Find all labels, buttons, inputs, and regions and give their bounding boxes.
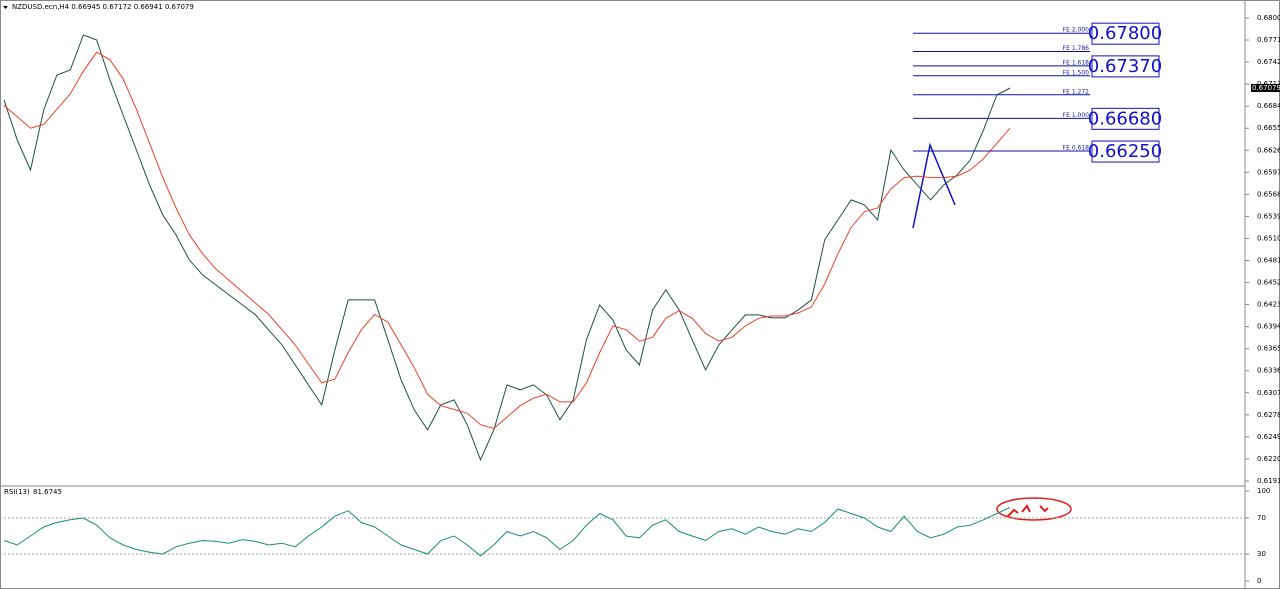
fibo-label: FE 1.618 <box>1063 59 1090 66</box>
fibo-price-box <box>1091 140 1160 163</box>
highlight-ellipse <box>996 497 1072 521</box>
fibo-price-text: 0.67370 <box>1088 56 1162 77</box>
fibo-price-text: 0.67800 <box>1088 23 1162 44</box>
series-line <box>3 34 1011 462</box>
last-price-label: 0.67079 <box>1252 84 1280 92</box>
indicator-name: RSI(13) <box>4 488 30 496</box>
fibo-label: FE 1.272 <box>1063 88 1090 95</box>
series-line <box>3 51 1011 430</box>
fibo-price-box <box>1091 55 1160 78</box>
y-tick-label: 100 <box>1257 487 1270 495</box>
fibo-label: FE 1.500 <box>1063 69 1090 76</box>
y-tick-label: 0.61910 <box>1257 477 1280 485</box>
indicator-value: 81.6745 <box>33 488 62 496</box>
fibo-price-box <box>1091 107 1160 130</box>
fibo-price-text: 0.66250 <box>1088 141 1162 162</box>
fibo-label: FE 0.618 <box>1063 145 1090 152</box>
fibo-price-box <box>1091 22 1160 45</box>
chart-title: NZDUSD.ecn,H4 0.66945 0.67172 0.66941 0.… <box>12 3 194 11</box>
menu-arrow <box>3 6 8 9</box>
fibo-label: FE 2.000 <box>1063 27 1090 34</box>
fibo-label: FE 1.000 <box>1063 112 1090 119</box>
series-line <box>3 507 1011 557</box>
fibo-price-text: 0.66680 <box>1088 108 1162 129</box>
y-tick-label: 0 <box>1257 577 1261 585</box>
y-tick-label: 30 <box>1257 550 1266 558</box>
fibo-expansion-path <box>912 142 956 229</box>
last-price-box <box>1251 84 1280 93</box>
y-tick-label: 70 <box>1257 514 1266 522</box>
fibo-label: FE 1.786 <box>1063 45 1090 52</box>
pattern-arrows <box>1007 504 1049 517</box>
